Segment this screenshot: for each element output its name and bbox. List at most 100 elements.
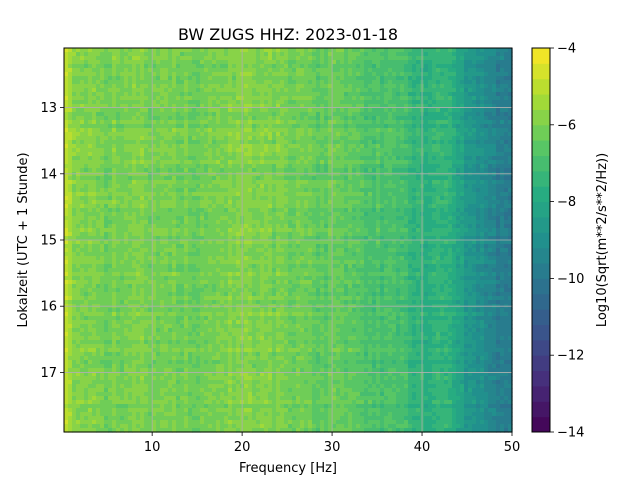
heatmap-cell [308, 56, 313, 61]
heatmap-cell [152, 324, 157, 329]
heatmap-cell [92, 128, 101, 133]
heatmap-cell [408, 188, 413, 193]
heatmap-cell [192, 92, 237, 97]
heatmap-cell [88, 92, 93, 97]
heatmap-cell [264, 60, 277, 65]
heatmap-cell [388, 72, 393, 77]
heatmap-cell [92, 48, 105, 53]
heatmap-cell [208, 204, 213, 209]
heatmap-cell [208, 168, 213, 173]
heatmap-cell [344, 292, 349, 297]
heatmap-cell [268, 348, 273, 353]
heatmap-cell [172, 52, 181, 57]
heatmap-cell [116, 352, 121, 357]
heatmap-cell [204, 212, 209, 217]
heatmap-cell [148, 116, 161, 121]
heatmap-cell [288, 348, 301, 353]
heatmap-cell [280, 156, 285, 161]
heatmap-cell [228, 160, 233, 165]
heatmap-cell [348, 128, 357, 133]
heatmap-cell [304, 256, 317, 261]
heatmap-cell [176, 84, 185, 89]
heatmap-cell [324, 96, 345, 101]
heatmap-cell [88, 188, 97, 193]
heatmap-cell [336, 144, 341, 149]
heatmap-cell [64, 168, 69, 173]
heatmap-cell [228, 248, 233, 253]
heatmap-cell [428, 280, 445, 285]
heatmap-cell [424, 156, 429, 161]
heatmap-cell [136, 72, 141, 77]
heatmap-cell [440, 164, 453, 169]
heatmap-cell [396, 288, 401, 293]
heatmap-cell [308, 80, 313, 85]
heatmap-cell [432, 248, 445, 253]
heatmap-cell [368, 336, 373, 341]
heatmap-cell [144, 236, 157, 241]
heatmap-cell [380, 292, 385, 297]
heatmap-cell [280, 316, 289, 321]
heatmap-cell [144, 288, 153, 293]
heatmap-cell [212, 156, 221, 161]
heatmap-cell [168, 128, 173, 133]
heatmap-cell [112, 360, 121, 365]
heatmap-cell [284, 100, 289, 105]
heatmap-cell [84, 224, 89, 229]
heatmap-cell [388, 116, 393, 121]
heatmap-cell [324, 328, 329, 333]
heatmap-cell [396, 268, 401, 273]
heatmap-cell [160, 96, 165, 101]
heatmap-cell [372, 292, 377, 297]
heatmap-cell [504, 360, 513, 365]
heatmap-cell [188, 216, 197, 221]
heatmap-cell [272, 288, 277, 293]
heatmap-cell [152, 208, 157, 213]
heatmap-cell [280, 120, 285, 125]
heatmap-cell [464, 332, 469, 337]
heatmap-cell [328, 168, 333, 173]
heatmap-cell [252, 276, 261, 281]
heatmap-cell [160, 108, 165, 113]
heatmap-cell [488, 264, 497, 269]
heatmap-cell [232, 372, 241, 377]
heatmap-cell [92, 276, 101, 281]
heatmap-cell [372, 312, 377, 317]
heatmap-cell [476, 268, 493, 273]
heatmap-cell [360, 168, 365, 173]
heatmap-cell [380, 200, 385, 205]
heatmap-cell [496, 216, 501, 221]
heatmap-cell [176, 316, 185, 321]
heatmap-cell [364, 128, 369, 133]
heatmap-cell [376, 136, 381, 141]
heatmap-cell [212, 88, 217, 93]
heatmap-cell [84, 276, 93, 281]
heatmap-cell [452, 64, 465, 69]
heatmap-cell [220, 284, 225, 289]
heatmap-cell [312, 212, 321, 217]
heatmap-cell [432, 84, 437, 89]
heatmap-cell [252, 120, 277, 125]
heatmap-cell [292, 236, 305, 241]
heatmap-cell [188, 76, 193, 81]
heatmap-cell [216, 172, 229, 177]
heatmap-cell [400, 372, 409, 377]
heatmap-cell [308, 360, 317, 365]
heatmap-cell [68, 308, 73, 313]
heatmap-cell [152, 172, 161, 177]
heatmap-cell [344, 248, 349, 253]
heatmap-cell [240, 352, 249, 357]
heatmap-cell [156, 352, 161, 357]
heatmap-cell [388, 332, 393, 337]
heatmap-cell [388, 256, 393, 261]
heatmap-cell [228, 368, 233, 373]
heatmap-cell [400, 240, 405, 245]
heatmap-cell [244, 240, 253, 245]
heatmap-cell [364, 96, 373, 101]
heatmap-cell [296, 352, 301, 357]
heatmap-cell [140, 320, 157, 325]
heatmap-cell [380, 204, 385, 209]
heatmap-cell [496, 288, 501, 293]
heatmap-cell [228, 280, 233, 285]
heatmap-cell [72, 256, 97, 261]
heatmap-cell [96, 168, 105, 173]
